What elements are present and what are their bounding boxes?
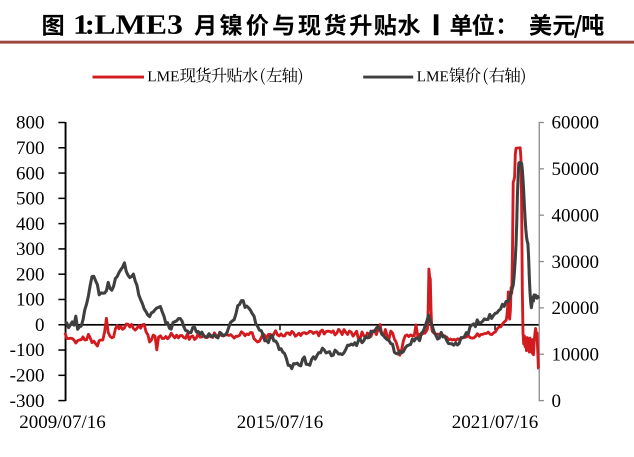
svg-text:2009/07/16: 2009/07/16 <box>19 412 106 433</box>
svg-text:40000: 40000 <box>552 205 600 226</box>
svg-text:0: 0 <box>552 391 562 412</box>
svg-text:600: 600 <box>16 163 45 184</box>
svg-text:700: 700 <box>16 138 45 159</box>
svg-text:200: 200 <box>16 264 45 285</box>
svg-text:10000: 10000 <box>552 344 600 365</box>
svg-text:20000: 20000 <box>552 298 600 319</box>
svg-text:400: 400 <box>16 214 45 235</box>
svg-text:60000: 60000 <box>552 113 600 134</box>
svg-text:-200: -200 <box>10 366 45 387</box>
svg-text:800: 800 <box>16 113 45 134</box>
svg-text:-100: -100 <box>10 340 45 361</box>
svg-text:0: 0 <box>35 315 45 336</box>
svg-text:2015/07/16: 2015/07/16 <box>237 412 324 433</box>
svg-text:100: 100 <box>16 290 45 311</box>
svg-text:500: 500 <box>16 189 45 210</box>
svg-text:-300: -300 <box>10 391 45 412</box>
svg-text:300: 300 <box>16 239 45 260</box>
svg-text:50000: 50000 <box>552 159 600 180</box>
svg-text:30000: 30000 <box>552 252 600 273</box>
svg-text:2021/07/16: 2021/07/16 <box>452 412 539 433</box>
